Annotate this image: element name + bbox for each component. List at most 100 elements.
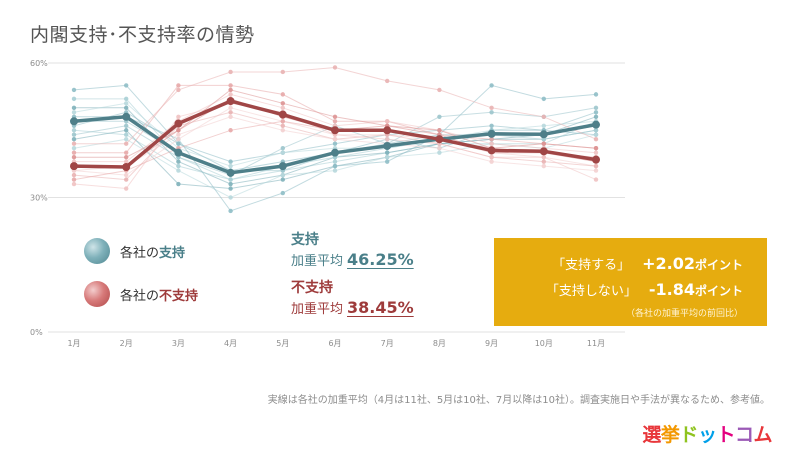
x-tick-label: 7月 bbox=[381, 339, 394, 348]
support-company-point bbox=[593, 110, 599, 115]
nonsupport-company-point bbox=[541, 141, 546, 146]
nonsupport-company-point bbox=[280, 101, 285, 106]
support-average-heading: 支持 bbox=[291, 232, 319, 248]
support-average-point bbox=[278, 162, 287, 171]
nonsupport-average-point bbox=[226, 97, 235, 106]
support-company-point bbox=[124, 137, 129, 142]
support-legend-dot bbox=[84, 238, 110, 264]
support-change-unit: ポイント bbox=[694, 258, 743, 272]
nonsupport-company-point bbox=[228, 87, 233, 93]
y-tick-label: 30% bbox=[30, 194, 48, 203]
support-company-point bbox=[437, 150, 442, 155]
support-company-point bbox=[385, 150, 390, 155]
support-average-point bbox=[70, 117, 78, 126]
support-company-point bbox=[124, 128, 129, 133]
grid-layer bbox=[48, 62, 625, 333]
nonsupport-company-point bbox=[385, 78, 390, 84]
x-tick-label: 9月 bbox=[485, 339, 498, 348]
nonsupport-company-point bbox=[176, 137, 181, 142]
nonsupport-company-point bbox=[228, 69, 233, 75]
nonsupport-average-point bbox=[592, 155, 600, 164]
support-average-point bbox=[383, 141, 392, 150]
legend-support: 各社の支持 bbox=[84, 238, 185, 264]
support-company-point bbox=[124, 132, 129, 137]
x-tick-label: 10月 bbox=[535, 339, 553, 348]
brand-logo-char: ト bbox=[716, 424, 735, 446]
nonsupport-average-value: 38.45% bbox=[347, 298, 414, 317]
support-company-point bbox=[176, 181, 181, 187]
nonsupport-average-point bbox=[70, 162, 78, 171]
support-company-point bbox=[385, 154, 390, 160]
nonsupport-change-unit: ポイント bbox=[694, 284, 743, 298]
nonsupport-company-point bbox=[124, 154, 129, 160]
nonsupport-average-point bbox=[487, 146, 496, 155]
nonsupport-average-label: 加重平均 bbox=[291, 302, 344, 317]
nonsupport-company-point bbox=[176, 132, 181, 137]
support-company-point bbox=[71, 145, 77, 151]
support-company-point bbox=[332, 141, 338, 146]
x-tick-label: 6月 bbox=[328, 339, 341, 348]
legend-support-prefix: 各社の bbox=[120, 245, 160, 261]
nonsupport-company-point bbox=[124, 141, 129, 146]
nonsupport-average-point bbox=[122, 163, 131, 172]
legend-nonsupport: 各社の不支持 bbox=[84, 281, 198, 307]
nonsupport-company-point bbox=[280, 105, 285, 111]
nonsupport-company-point bbox=[593, 177, 599, 182]
y-tick-label: 60% bbox=[30, 59, 48, 68]
nonsupport-company-point bbox=[228, 128, 233, 133]
support-company-point bbox=[332, 159, 338, 164]
nonsupport-company-point bbox=[228, 114, 233, 120]
support-average-point bbox=[487, 129, 496, 138]
nonsupport-company-point bbox=[593, 137, 599, 142]
nonsupport-company-point bbox=[124, 186, 129, 191]
support-company-point bbox=[176, 168, 181, 173]
support-company-point bbox=[228, 186, 233, 191]
y-tick-label: 0% bbox=[30, 328, 43, 337]
nonsupport-company-point bbox=[541, 114, 546, 120]
nonsupport-company-point bbox=[332, 114, 338, 120]
support-change-label: 「支持する」 bbox=[552, 258, 631, 273]
nonsupport-average-point bbox=[539, 147, 548, 156]
x-tick-label: 1月 bbox=[67, 339, 80, 348]
nonsupport-company-point bbox=[385, 119, 390, 124]
brand-logo: 選挙ドットコム bbox=[642, 420, 772, 447]
support-average-block: 支持 加重平均 46.25% bbox=[291, 229, 414, 269]
nonsupport-company-point bbox=[332, 65, 338, 70]
x-tick-label: 5月 bbox=[276, 339, 289, 348]
support-company-point bbox=[280, 172, 285, 178]
footnote: 実線は各社の加重平均（4月は11社、5月は10社、7月以降は10社）。調査実施日… bbox=[267, 395, 770, 406]
nonsupport-company-point bbox=[228, 105, 233, 111]
brand-logo-char: 挙 bbox=[660, 424, 680, 446]
support-company-point bbox=[124, 83, 129, 88]
nonsupport-change-row: 「支持しない」 -1.84 ポイント bbox=[546, 280, 743, 299]
nonsupport-company-point bbox=[489, 105, 494, 111]
nonsupport-company-point bbox=[437, 145, 442, 151]
support-company-point bbox=[332, 168, 338, 173]
nonsupport-company-point bbox=[228, 92, 233, 97]
nonsupport-average-heading: 不支持 bbox=[291, 280, 333, 296]
nonsupport-company-point bbox=[489, 159, 494, 164]
support-company-point bbox=[228, 177, 233, 182]
nonsupport-company-point bbox=[124, 172, 129, 178]
nonsupport-average-point bbox=[435, 135, 444, 144]
support-company-point bbox=[541, 96, 546, 102]
support-company-point bbox=[71, 132, 77, 137]
average-lines-layer bbox=[70, 97, 600, 177]
support-average-point bbox=[539, 130, 548, 139]
support-company-point bbox=[593, 132, 599, 137]
legend-nonsupport-accent: 不支持 bbox=[159, 288, 199, 304]
nonsupport-change-label: 「支持しない」 bbox=[545, 284, 637, 299]
nonsupport-average-point bbox=[331, 126, 339, 135]
support-company-point bbox=[228, 159, 233, 164]
nonsupport-company-point bbox=[593, 168, 599, 173]
nonsupport-company-point bbox=[71, 181, 77, 187]
nonsupport-average-point bbox=[174, 119, 183, 128]
support-company-point bbox=[541, 123, 546, 128]
support-company-point bbox=[176, 159, 181, 164]
nonsupport-company-point bbox=[541, 159, 546, 164]
support-company-point bbox=[489, 110, 494, 115]
nonsupport-company-point bbox=[385, 137, 390, 142]
nonsupport-average-point bbox=[278, 110, 287, 119]
nonsupport-company-point bbox=[176, 114, 181, 120]
